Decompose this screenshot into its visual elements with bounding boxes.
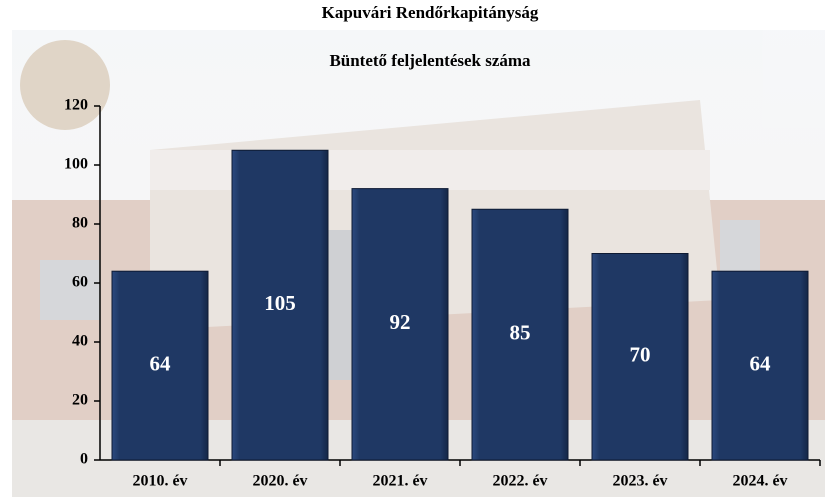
y-tick-label: 100 xyxy=(64,156,88,173)
data-label: 64 xyxy=(750,351,772,375)
data-label: 105 xyxy=(264,291,296,315)
y-tick-label: 40 xyxy=(72,333,88,350)
x-tick-label: 2022. év xyxy=(492,473,547,490)
y-tick-label: 80 xyxy=(72,215,88,232)
chart-title: Kapuvári Rendőrkapitányság xyxy=(322,3,539,22)
x-tick-label: 2020. év xyxy=(252,473,307,490)
x-tick-label: 2010. év xyxy=(132,473,187,490)
data-label: 70 xyxy=(630,343,651,367)
y-tick-label: 20 xyxy=(72,392,88,409)
data-label: 64 xyxy=(150,351,172,375)
y-tick-label: 0 xyxy=(80,451,88,468)
y-tick-label: 120 xyxy=(64,97,88,114)
y-tick-label: 60 xyxy=(72,274,88,291)
chart-subtitle: Büntető feljelentések száma xyxy=(329,51,531,70)
page: {"chart_data": {"type": "bar", "title": … xyxy=(0,0,825,497)
x-tick-label: 2024. év xyxy=(732,473,787,490)
chart: Kapuvári Rendőrkapitányság Büntető felje… xyxy=(0,0,825,497)
x-tick-label: 2021. év xyxy=(372,473,427,490)
x-tick-label: 2023. év xyxy=(612,473,667,490)
data-label: 92 xyxy=(390,310,411,334)
data-label: 85 xyxy=(510,320,531,344)
